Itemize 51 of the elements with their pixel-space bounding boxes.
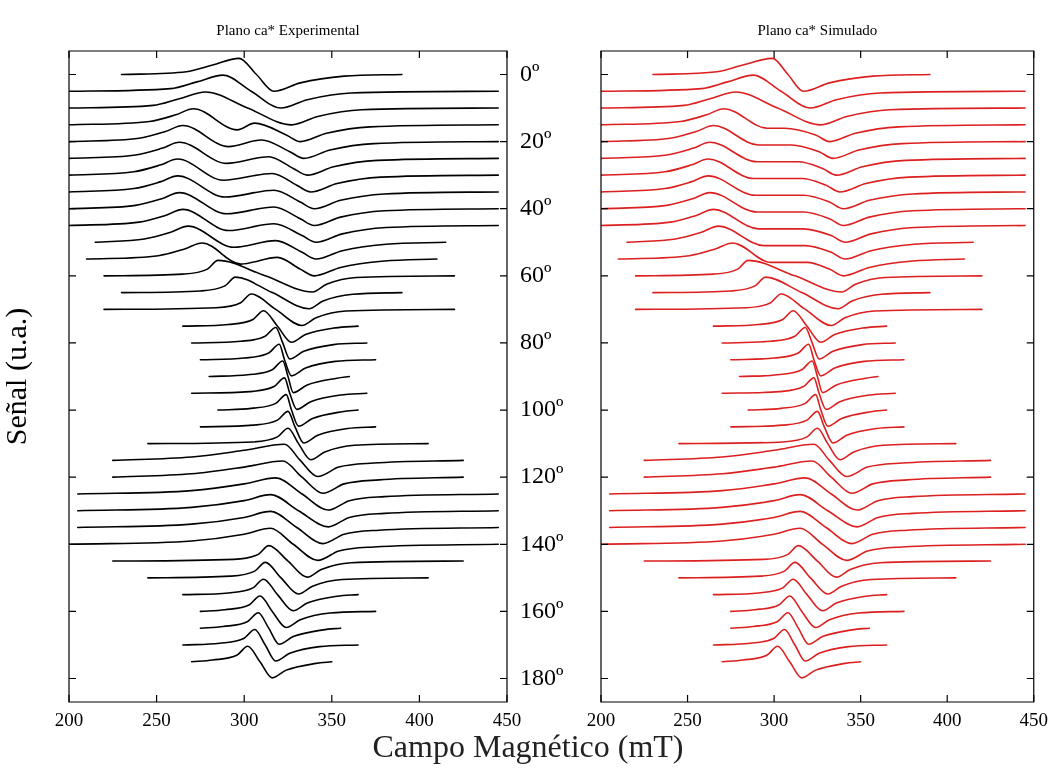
x-axis-title: Campo Magnético (mT) [372, 728, 684, 764]
line-series [601, 158, 1026, 193]
line-series [652, 57, 931, 93]
line-series [643, 443, 992, 478]
x-tick-label: 300 [229, 709, 259, 731]
y-tick-label: 160º [520, 596, 564, 623]
y-tick-label: 60º [520, 261, 552, 288]
line-series [712, 628, 888, 662]
line-series [652, 276, 931, 310]
y-tick-label: 180º [520, 663, 564, 690]
line-series [730, 611, 871, 646]
x-tick-label: 450 [492, 709, 522, 731]
line-series [678, 561, 957, 595]
line-series [608, 510, 1026, 545]
chart-title: Plano ca* Experimental [216, 22, 360, 39]
chart-title: Plano ca* Simulado [757, 22, 878, 39]
line-series [712, 578, 888, 612]
x-tick-label: 350 [317, 709, 347, 731]
line-series [730, 595, 905, 629]
y-axis-title: Señal (u.a.) [0, 307, 33, 446]
line-series [601, 175, 1026, 210]
line-series [626, 225, 974, 260]
y-tick-label: 40º [520, 194, 552, 221]
line-series [643, 460, 992, 495]
x-tick-label: 400 [405, 709, 434, 731]
x-tick-label: 300 [759, 709, 789, 731]
line-series [608, 493, 1026, 528]
line-series [601, 527, 1026, 562]
line-series [601, 208, 1026, 244]
line-series [608, 477, 1026, 511]
line-series [601, 74, 1026, 109]
line-series [601, 91, 1026, 126]
x-tick-label: 200 [586, 709, 616, 731]
y-tick-label: 140º [520, 529, 564, 556]
line-series [643, 544, 992, 578]
x-tick-label: 450 [1019, 709, 1048, 731]
x-tick-label: 250 [673, 709, 702, 731]
line-series [678, 427, 957, 461]
line-series [634, 293, 983, 327]
y-tick-label: 0º [520, 59, 540, 86]
y-tick-label: 120º [520, 462, 564, 489]
x-tick-label: 250 [142, 709, 171, 731]
x-tick-label: 400 [932, 709, 962, 731]
line-series [721, 645, 862, 679]
y-tick-label: 80º [520, 328, 552, 355]
y-tick-label: 100º [520, 395, 564, 422]
line-series [601, 141, 1026, 176]
line-series [601, 107, 1026, 143]
y-tick-label: 20º [520, 126, 552, 153]
x-tick-label: 200 [54, 709, 84, 731]
x-tick-label: 350 [846, 709, 875, 731]
